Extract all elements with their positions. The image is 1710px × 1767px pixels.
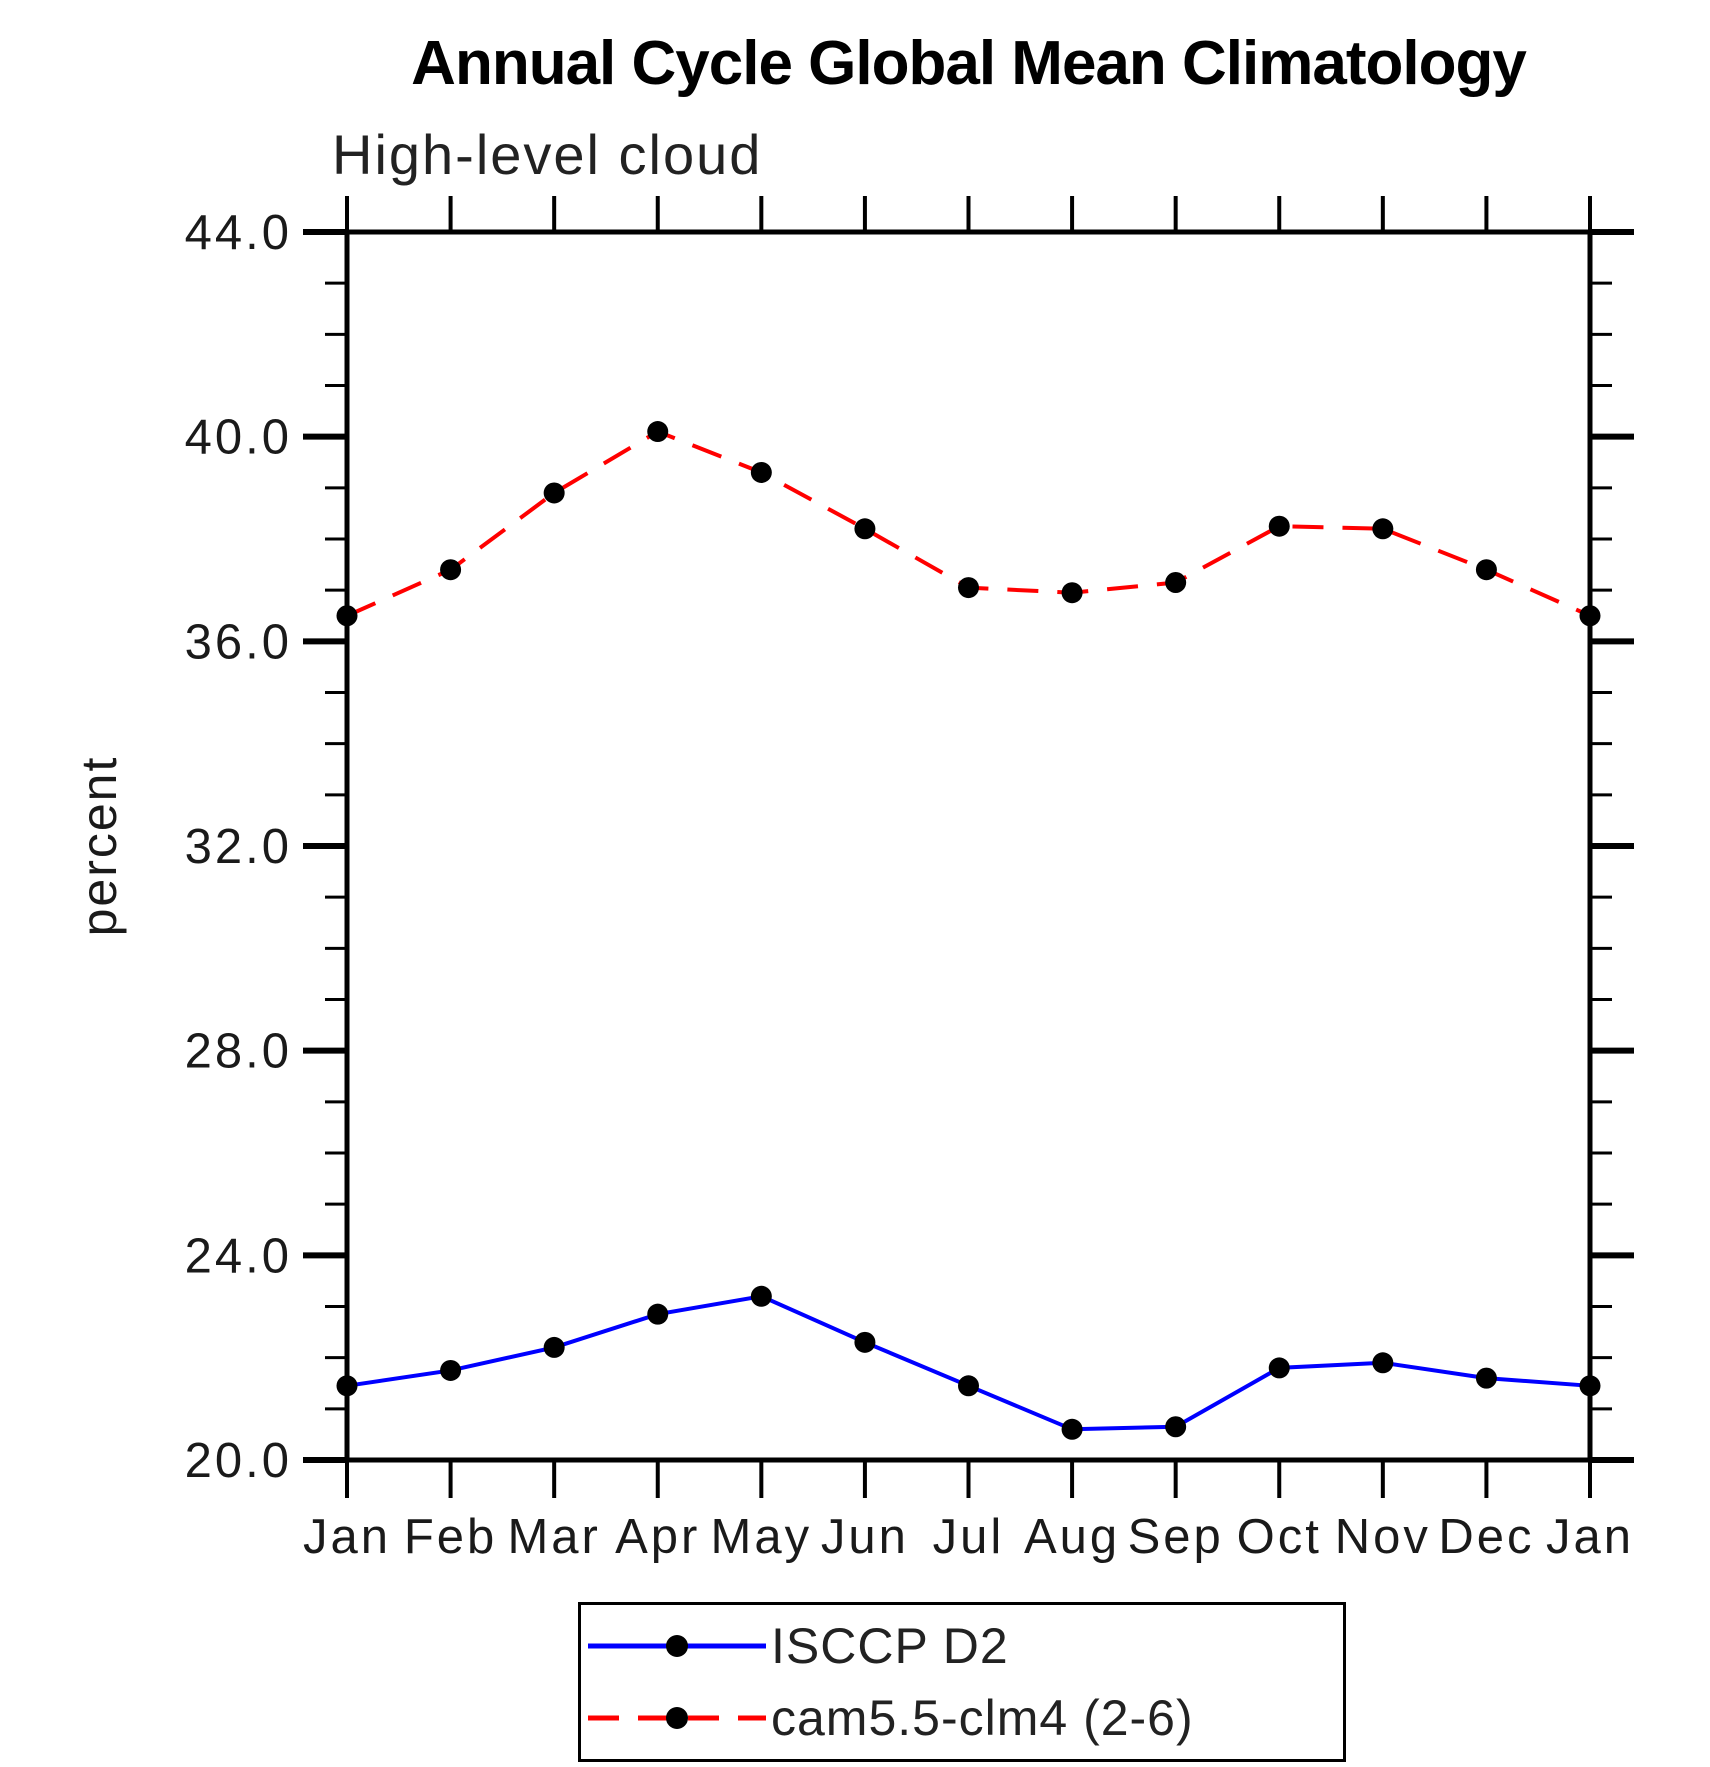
series-line-0 [346, 1294, 1591, 1432]
series-marker-0 [440, 1359, 462, 1381]
series-marker-1 [543, 482, 565, 504]
legend-label-cam55-clm4: cam5.5-clm4 (2-6) [771, 1690, 1194, 1746]
x-tick-label: Apr [615, 1510, 700, 1564]
series-marker-1 [647, 421, 669, 443]
blue-solid-line-marker-icon [588, 1635, 766, 1657]
x-tick-label: Mar [507, 1510, 600, 1564]
series-marker-0 [1268, 1357, 1290, 1379]
legend-item-isccp-d2: ISCCP D2 [581, 1609, 1343, 1683]
x-tick-label: Aug [1024, 1510, 1120, 1564]
y-tick-label: 28.0 [185, 1025, 292, 1079]
series-marker-1 [750, 461, 772, 483]
series-marker-1 [854, 518, 876, 540]
y-tick-label: 32.0 [185, 820, 292, 874]
y-tick-label: 36.0 [185, 615, 292, 669]
y-tick-label: 20.0 [185, 1434, 292, 1488]
series-marker-0 [1061, 1418, 1083, 1440]
series-marker-1 [1165, 571, 1187, 593]
x-tick-label: Dec [1438, 1510, 1534, 1564]
series-marker-0 [958, 1375, 979, 1397]
x-tick-label: May [711, 1510, 813, 1564]
x-tick-label: Sep [1128, 1510, 1224, 1564]
x-tick-label: Jan [303, 1510, 391, 1564]
chart-subtitle: High-level cloud [332, 123, 763, 186]
series-marker-0 [1165, 1416, 1187, 1438]
series-marker-1 [440, 559, 462, 581]
series-marker-1 [958, 577, 979, 599]
legend-marker-0 [666, 1635, 688, 1657]
plot-frame [344, 229, 1593, 1463]
legend-item-cam55-clm4: cam5.5-clm4 (2-6) [581, 1681, 1343, 1755]
series-marker-0 [1475, 1367, 1497, 1389]
series-marker-1 [1372, 518, 1394, 540]
legend: ISCCP D2 cam5.5-clm4 (2-6) [578, 1602, 1346, 1762]
series-marker-1 [1579, 605, 1601, 627]
x-tick-label: Jul [933, 1510, 1005, 1564]
y-tick-label: 44.0 [185, 206, 292, 260]
series-marker-0 [750, 1285, 772, 1307]
x-tick-label: Jan [1546, 1510, 1634, 1564]
chart-title: Annual Cycle Global Mean Climatology [411, 29, 1527, 98]
series-marker-1 [1268, 515, 1290, 537]
x-tick-label: Nov [1335, 1510, 1431, 1564]
series-marker-0 [854, 1331, 876, 1353]
series-marker-0 [647, 1303, 669, 1325]
series-marker-0 [543, 1336, 565, 1358]
series-marker-0 [1579, 1375, 1601, 1397]
legend-label-isccp-d2: ISCCP D2 [771, 1618, 1009, 1674]
series-marker-0 [336, 1375, 358, 1397]
x-tick-label: Oct [1237, 1510, 1322, 1564]
x-tick-label: Feb [404, 1510, 497, 1564]
series-marker-0 [1372, 1352, 1394, 1374]
series-marker-1 [336, 605, 358, 627]
legend-marker-1 [666, 1707, 688, 1729]
x-tick-label: Jun [821, 1510, 909, 1564]
series-marker-1 [1475, 559, 1497, 581]
y-tick-label: 40.0 [185, 411, 292, 465]
y-tick-label: 24.0 [185, 1229, 292, 1283]
series-marker-1 [1061, 582, 1083, 604]
red-dashed-line-marker-icon [588, 1707, 766, 1729]
y-axis-title: percent [71, 756, 127, 937]
